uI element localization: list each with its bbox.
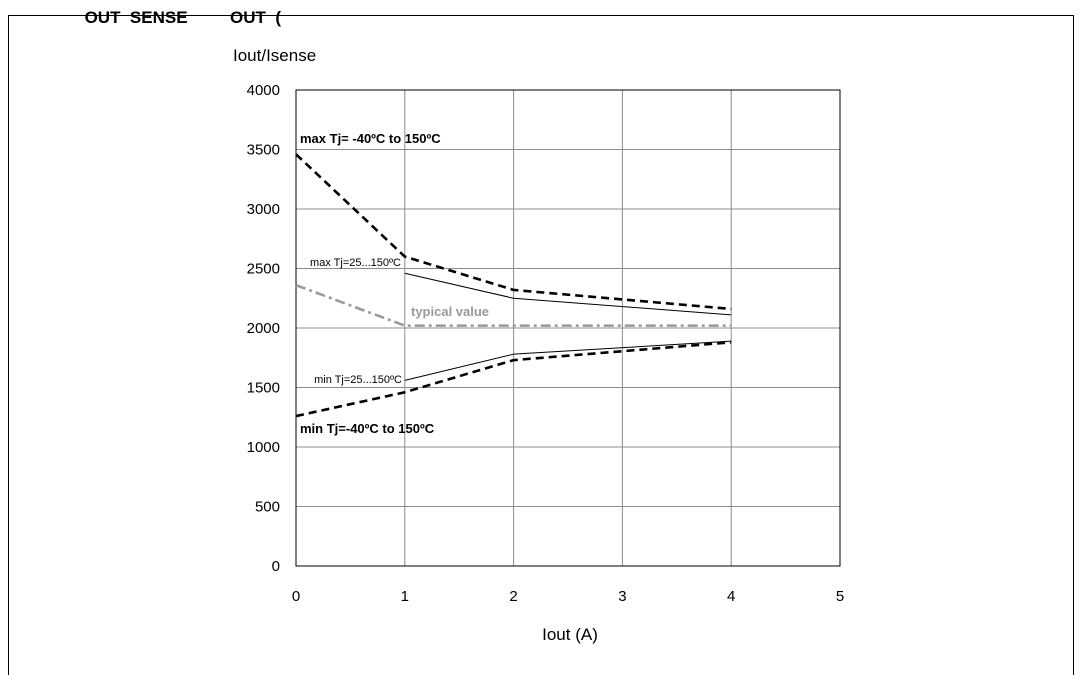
x-tick-label: 1: [401, 588, 409, 605]
x-tick-label: 5: [836, 588, 844, 605]
series-line-4: [404, 340, 732, 381]
plot-area: [295, 89, 841, 567]
x-tick-label: 2: [509, 588, 517, 605]
y-tick-label: 0: [272, 558, 280, 575]
y-tick-label: 2500: [247, 261, 280, 278]
y-tick-label: 500: [255, 499, 280, 516]
series-label-2: max Tj=25...150ºC: [310, 257, 401, 269]
tick-labels: 0 500 1000 1500 2000 2500 3000 3500 4000 0 1 2 3 4 5: [247, 82, 845, 605]
x-tick-label: 3: [618, 588, 626, 605]
figure-frame: OUT SENSE OUT (: [8, 8, 1074, 675]
x-axis-label: Iout (A): [542, 625, 598, 644]
y-tick-label: 1500: [247, 380, 280, 397]
figure-caption-fragment: OUT SENSE OUT (: [9, 8, 282, 27]
series-layer: [295, 153, 732, 418]
series-line-5: [295, 340, 732, 418]
series-label-4: min Tj=25...150ºC: [314, 374, 402, 386]
x-tick-label: 0: [292, 588, 300, 605]
x-tick-label: 4: [727, 588, 735, 605]
y-tick-label: 4000: [247, 82, 280, 99]
series-label-5: min Tj=-40ºC to 150ºC: [300, 421, 435, 436]
y-tick-label: 3500: [247, 142, 280, 159]
y-axis-label: Iout/Isense: [233, 46, 316, 65]
y-tick-label: 3000: [247, 201, 280, 218]
series-annotations: max Tj= -40ºC to 150ºC max Tj=25...150ºC t…: [300, 131, 489, 436]
grid: [296, 90, 840, 566]
plot-border: [295, 89, 841, 567]
series-label-1: max Tj= -40ºC to 150ºC: [300, 131, 441, 146]
series-line-3: [295, 283, 732, 327]
series-label-3: typical value: [411, 304, 489, 319]
y-tick-label: 1000: [247, 439, 280, 456]
y-tick-label: 2000: [247, 320, 280, 337]
series-line-2: [404, 272, 732, 316]
